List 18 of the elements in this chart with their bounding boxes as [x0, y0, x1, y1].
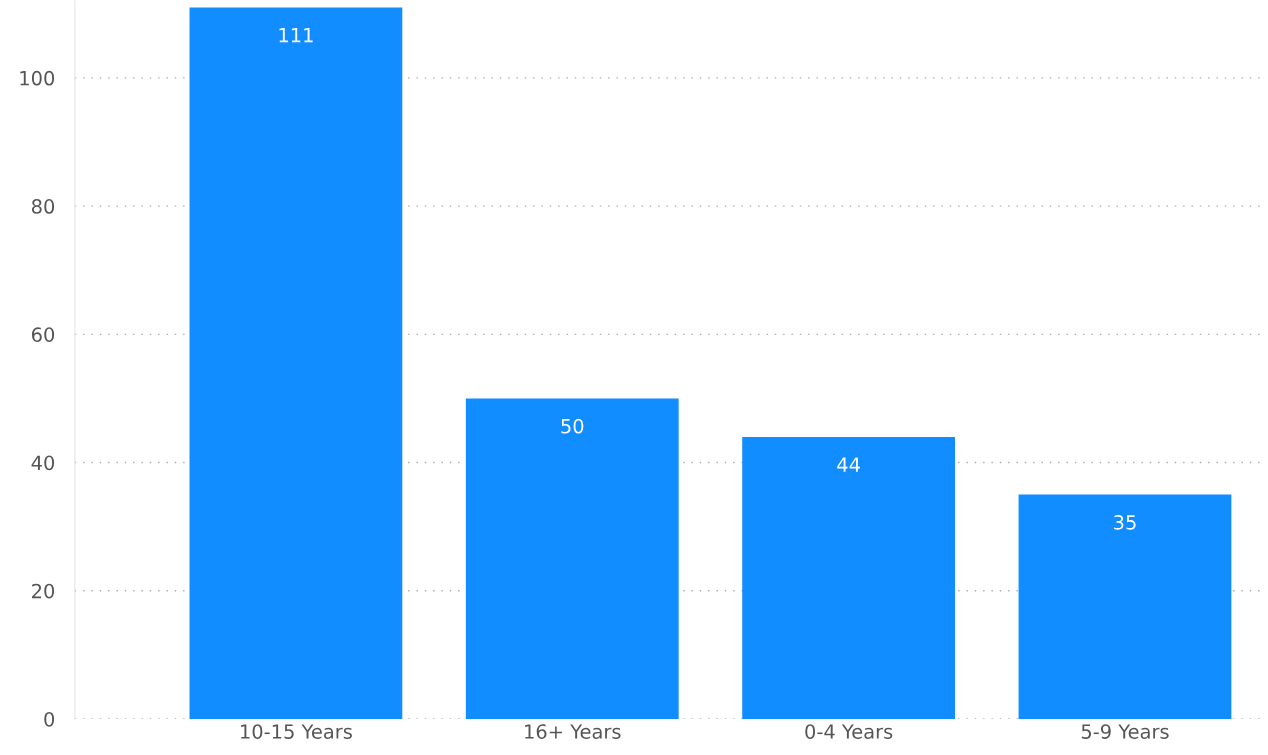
y-tick-label: 80	[31, 199, 55, 214]
y-tick-label: 40	[31, 455, 55, 471]
bar	[1018, 494, 1232, 719]
x-tick-label: 5-9 Years	[1081, 724, 1169, 739]
y-tick-label: 0	[44, 711, 55, 727]
x-tick-label: 16+ Years	[525, 724, 621, 739]
bar	[189, 7, 403, 719]
data-label: 111	[279, 28, 313, 43]
bar	[742, 436, 956, 719]
y-tick-label: 60	[31, 327, 55, 342]
y-tick-label: 100	[20, 70, 55, 86]
data-label: 50	[561, 418, 584, 434]
y-tick-label: 20	[32, 583, 55, 599]
x-tick-label: 0-4 Years	[805, 724, 893, 739]
data-label: 44	[837, 457, 860, 472]
x-tick-label: 10-15 Years	[241, 724, 352, 739]
data-label: 35	[1114, 515, 1136, 530]
bar	[465, 398, 679, 719]
